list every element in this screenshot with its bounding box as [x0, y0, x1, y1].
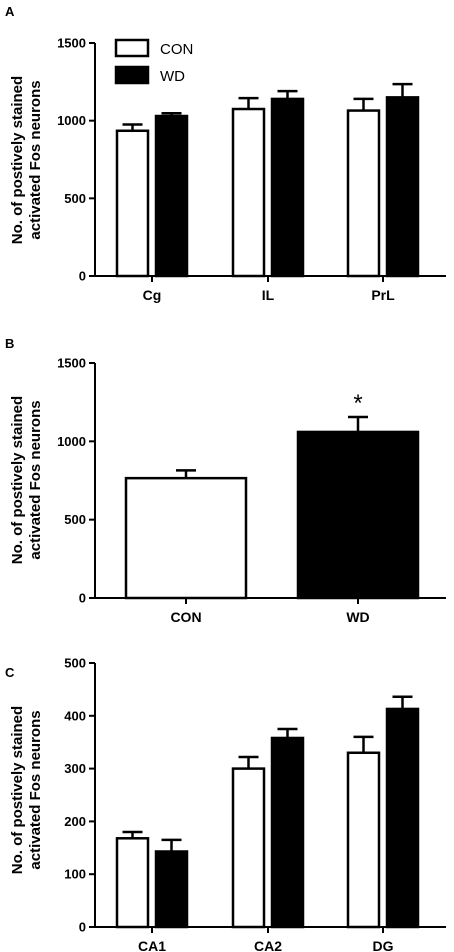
c-bar-wd-0 [154, 850, 189, 929]
b-bar-wd [296, 430, 420, 600]
c-xtick-label-1: CA2 [254, 938, 282, 952]
panel-a-legend: CON WD [114, 38, 193, 85]
panel-a-letter: A [5, 4, 15, 19]
legend-con-label: CON [160, 41, 193, 58]
c-ytick-label-0: 0 [79, 920, 86, 935]
a-xtick-label-1: IL [262, 287, 275, 303]
b-ytick-label-1: 500 [64, 512, 86, 527]
c-bar-con-2 [346, 751, 381, 929]
panel-c: C No. of postively stained activated Fos… [5, 656, 446, 952]
panel-c-marks: 0 100 200 300 400 500 CA1 CA2 DG [64, 656, 446, 952]
b-xtick-label-0: CON [170, 609, 201, 625]
panel-b-letter: B [5, 336, 14, 351]
legend-con-swatch [114, 38, 150, 58]
c-ytick-label-3: 300 [64, 761, 86, 776]
a-bar-con-1 [231, 107, 266, 278]
panel-a-ylabel-line1: No. of postively stained [9, 76, 26, 244]
a-bar-wd-1 [270, 97, 305, 278]
panel-b-ylabel-line1: No. of postively stained [9, 396, 26, 564]
a-ytick-label-2: 1000 [57, 113, 86, 128]
a-ytick-label-3: 1500 [57, 36, 86, 51]
c-xtick-label-0: CA1 [138, 938, 166, 952]
panel-b-ylabel-line2: activated Fos neurons [27, 400, 44, 559]
a-xtick-label-2: PrL [371, 287, 395, 303]
b-ytick-label-3: 1500 [57, 356, 86, 371]
a-bar-wd-2 [385, 96, 420, 278]
c-bar-wd-2 [385, 707, 420, 929]
c-bar-con-0 [115, 837, 150, 929]
panel-c-letter: C [5, 665, 15, 680]
panel-a-marks: 0 500 1000 1500 Cg IL PrL [57, 36, 446, 303]
c-ytick-label-4: 400 [64, 708, 86, 723]
c-ytick-label-1: 100 [64, 867, 86, 882]
a-bar-wd-0 [154, 114, 189, 278]
a-ytick-label-0: 0 [79, 269, 86, 284]
c-ytick-label-5: 500 [64, 656, 86, 671]
legend-wd-label: WD [160, 68, 185, 85]
c-bar-wd-1 [270, 736, 305, 929]
a-ytick-label-1: 500 [64, 191, 86, 206]
panel-c-ylabel-line1: No. of postively stained [9, 706, 26, 874]
c-ytick-label-2: 200 [64, 814, 86, 829]
a-bar-con-2 [346, 109, 381, 278]
b-xtick-label-1: WD [346, 609, 369, 625]
c-xtick-label-2: DG [373, 938, 394, 952]
a-xtick-label-0: Cg [143, 287, 162, 303]
b-significance-marker: * [353, 390, 362, 417]
a-bar-con-0 [115, 129, 150, 278]
b-ytick-label-2: 1000 [57, 434, 86, 449]
panel-b: B No. of postively stained activated Fos… [5, 336, 446, 625]
panel-c-ylabel-line2: activated Fos neurons [27, 710, 44, 869]
panel-a: A No. of postively stained activated Fos… [5, 4, 446, 303]
b-ytick-label-0: 0 [79, 591, 86, 606]
panel-b-marks: 0 500 1000 1500 CON WD * [57, 356, 446, 625]
panel-a-ylabel-line2: activated Fos neurons [27, 80, 44, 239]
c-bar-con-1 [231, 767, 266, 929]
legend-wd-swatch [114, 65, 150, 85]
b-bar-con [124, 476, 248, 600]
